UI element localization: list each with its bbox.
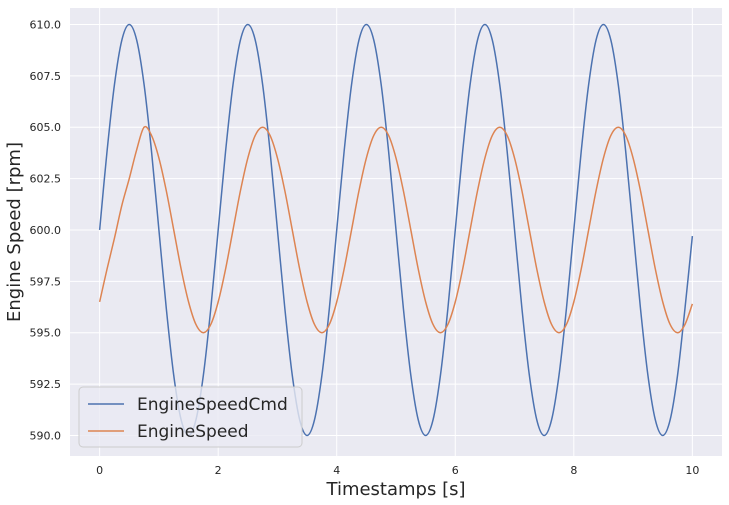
x-axis-ticks: 0 2 4 6 8 10: [96, 464, 699, 477]
y-tick-label: 595.0: [30, 327, 62, 340]
legend-label-enginespeed: EngineSpeed: [137, 422, 249, 442]
series-line-enginespeed: [98, 125, 694, 334]
y-tick-label: 607.5: [30, 70, 62, 83]
x-tick-label: 6: [452, 464, 459, 477]
y-tick-label: 592.5: [30, 378, 62, 391]
y-tick-label: 602.5: [30, 173, 62, 186]
x-tick-label: 8: [570, 464, 577, 477]
y-tick-label: 600.0: [30, 224, 62, 237]
x-tick-label: 10: [685, 464, 699, 477]
legend-label-enginespeedcmd: EngineSpeedCmd: [137, 395, 288, 415]
x-tick-label: 2: [215, 464, 222, 477]
legend-box: [78, 386, 303, 448]
x-axis-label: Timestamps [s]: [326, 479, 466, 500]
y-tick-label: 597.5: [30, 275, 62, 288]
y-axis-ticks: 590.0 592.5 595.0 597.5 600.0 602.5 605.0 607.5…: [30, 18, 62, 442]
legend: EngineSpeedCmd EngineSpeed: [78, 386, 303, 448]
y-tick-label: 590.0: [30, 429, 62, 442]
y-tick-label: 610.0: [30, 18, 62, 31]
x-tick-label: 4: [333, 464, 340, 477]
y-tick-label: 605.0: [30, 121, 62, 134]
y-axis-label: Engine Speed [rpm]: [4, 142, 25, 322]
x-tick-label: 0: [96, 464, 103, 477]
